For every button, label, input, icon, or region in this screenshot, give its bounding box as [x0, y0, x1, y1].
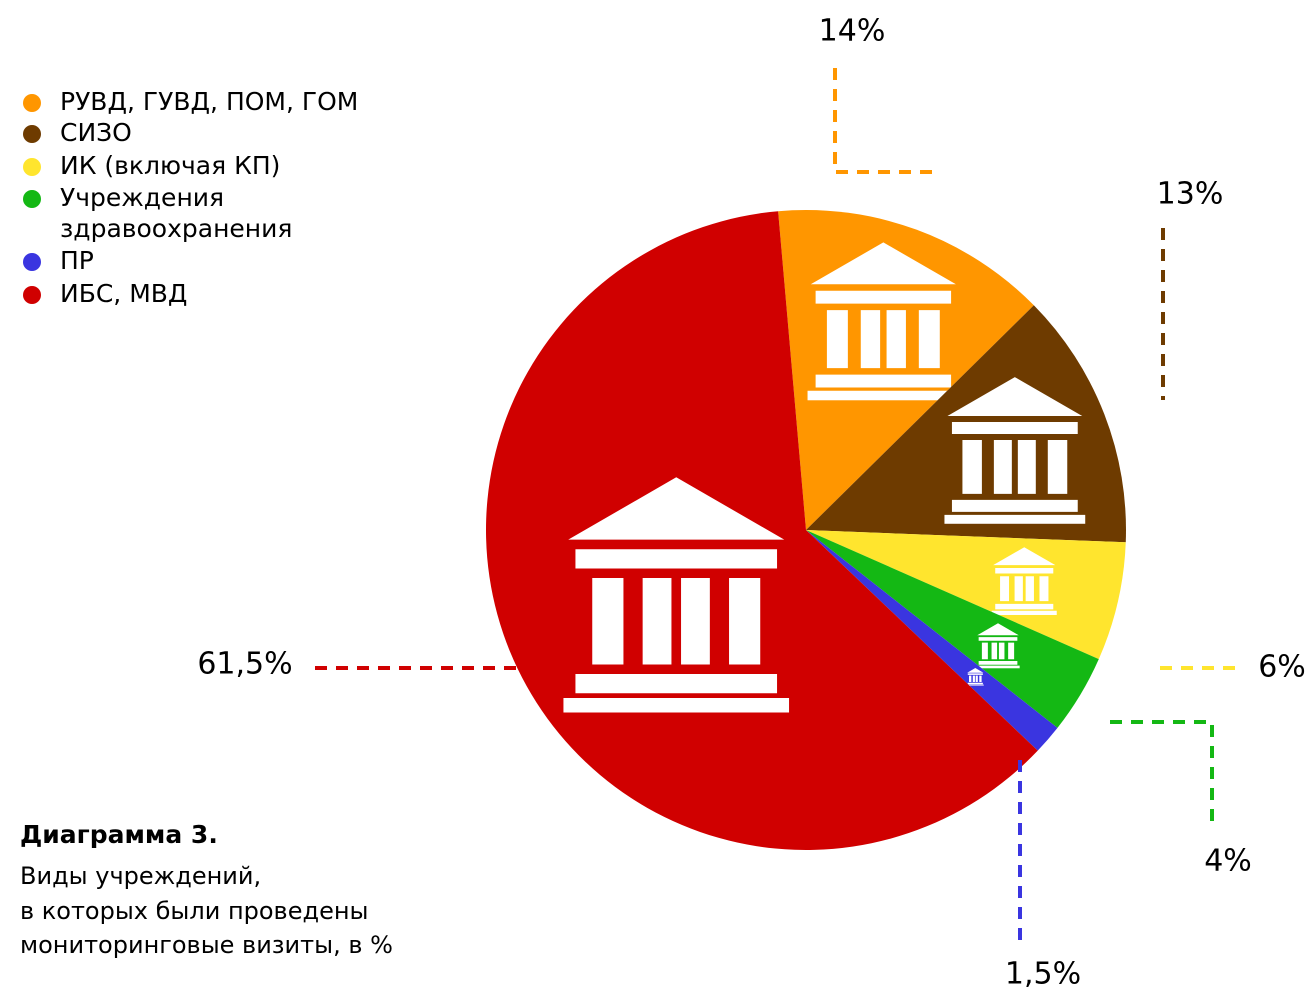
legend-marker: [23, 158, 41, 176]
pie-slice: [778, 210, 1034, 530]
legend-label: РУВД, ГУВД, ПОМ, ГОМ: [60, 87, 358, 116]
value-label: 61,5%: [197, 647, 292, 682]
subtitle-line: мониторинговые визиты, в %: [20, 931, 393, 959]
pie-slice: [806, 530, 1058, 751]
value-label: 13%: [1157, 177, 1224, 212]
pie: [486, 210, 1126, 850]
value-label: 6%: [1258, 650, 1306, 685]
legend-marker: [23, 286, 41, 304]
legend-marker: [23, 125, 41, 143]
value-label: 1,5%: [1005, 957, 1081, 992]
leader-line: [1110, 720, 1214, 830]
legend-marker: [23, 94, 41, 112]
legend-label: ИБС, МВД: [60, 279, 187, 308]
subtitle-line: в которых были проведены: [20, 897, 368, 925]
legend-marker: [23, 190, 41, 208]
legend-label: СИЗО: [60, 118, 132, 147]
legend-label: Учреждения здравоохранения: [60, 183, 292, 243]
legend-label: ПР: [60, 246, 94, 275]
value-label: 14%: [819, 14, 886, 49]
legend-marker: [23, 253, 41, 271]
value-label: 4%: [1204, 844, 1252, 879]
pie-slice: [806, 530, 1099, 728]
leader-line: [833, 68, 935, 174]
legend-label: ИК (включая КП): [60, 151, 280, 180]
chart-title: Диаграмма 3.: [20, 820, 218, 849]
subtitle-line: Виды учреждений,: [20, 862, 261, 890]
